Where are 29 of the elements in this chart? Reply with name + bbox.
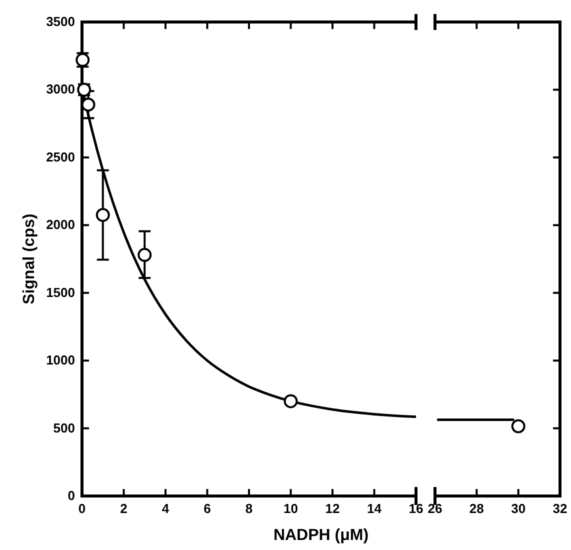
x-tick-label: 14 <box>367 501 382 516</box>
x-tick-label: 30 <box>511 501 526 516</box>
x-tick-label: 6 <box>204 501 211 516</box>
point <box>96 208 110 222</box>
y-tick-label: 500 <box>53 420 75 436</box>
x-tick-label: 32 <box>552 501 568 516</box>
point <box>81 98 96 112</box>
y-tick-label: 0 <box>68 488 75 503</box>
x-tick-label: 2 <box>120 501 128 516</box>
y-tick-label: 2000 <box>46 217 75 232</box>
y-tick-label: 3500 <box>46 14 75 29</box>
x-tick-label: 28 <box>469 501 484 516</box>
point <box>76 52 90 67</box>
y-tick-label: 2500 <box>46 149 75 164</box>
point <box>284 394 298 408</box>
x-tick-label: 16 <box>408 501 424 516</box>
x-tick-label: 4 <box>162 501 170 516</box>
x-tick-label: 8 <box>245 501 253 516</box>
x-tick-label: 0 <box>78 501 86 516</box>
point <box>138 248 152 262</box>
y-axis-title: Signal (cps) <box>21 214 38 304</box>
x-tick-label: 12 <box>325 501 340 516</box>
x-tick-label: 10 <box>284 501 298 516</box>
y-tick-label: 1000 <box>46 352 75 368</box>
x-axis-title: NADPH (μM) <box>273 527 369 544</box>
point <box>77 82 92 97</box>
y-tick-label: 1500 <box>46 284 75 300</box>
y-tick-label: 3000 <box>46 82 75 97</box>
x-tick-label: 26 <box>428 501 442 516</box>
